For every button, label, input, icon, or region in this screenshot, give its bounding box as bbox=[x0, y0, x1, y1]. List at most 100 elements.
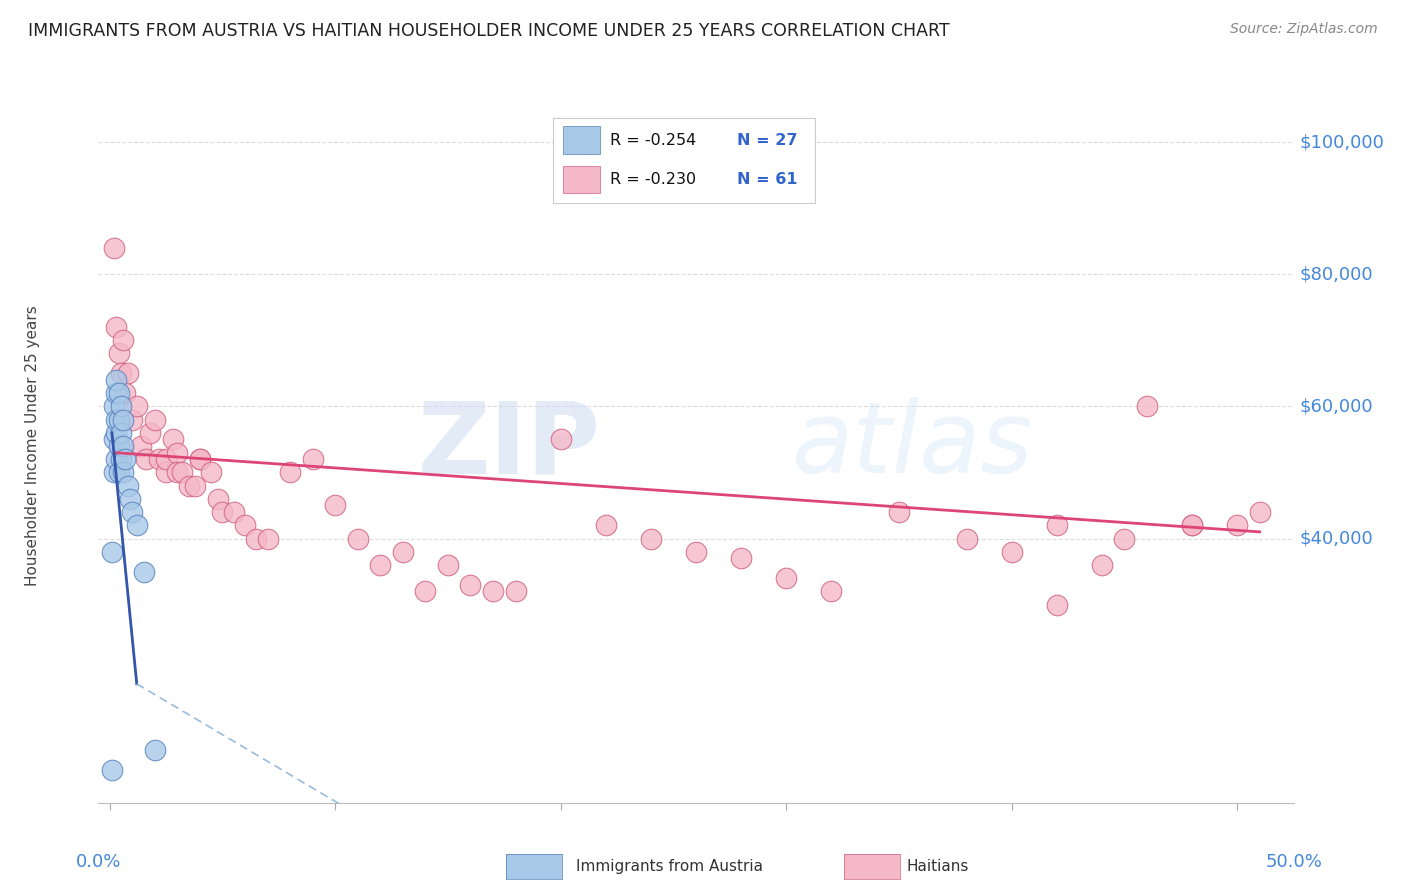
Point bbox=[110, 367, 132, 381]
Point bbox=[188, 452, 211, 467]
Point bbox=[103, 241, 125, 255]
Text: N = 27: N = 27 bbox=[737, 133, 797, 147]
Point bbox=[207, 491, 229, 506]
Point bbox=[200, 466, 222, 480]
Point bbox=[640, 532, 662, 546]
Point bbox=[118, 491, 141, 506]
Point bbox=[1136, 400, 1159, 414]
Point bbox=[346, 532, 368, 546]
Point bbox=[245, 532, 267, 546]
Text: 0.0%: 0.0% bbox=[76, 853, 121, 871]
Text: IMMIGRANTS FROM AUSTRIA VS HAITIAN HOUSEHOLDER INCOME UNDER 25 YEARS CORRELATION: IMMIGRANTS FROM AUSTRIA VS HAITIAN HOUSE… bbox=[28, 22, 949, 40]
Point bbox=[955, 532, 977, 546]
Point bbox=[114, 386, 136, 401]
Point bbox=[117, 367, 139, 381]
Point bbox=[188, 452, 211, 467]
Point bbox=[107, 412, 129, 426]
Point bbox=[105, 320, 128, 334]
Point bbox=[222, 505, 245, 519]
Point bbox=[1046, 518, 1069, 533]
Point bbox=[135, 452, 157, 467]
Point bbox=[685, 545, 707, 559]
Point bbox=[103, 466, 125, 480]
Point bbox=[121, 505, 143, 519]
Point bbox=[184, 478, 207, 492]
Point bbox=[105, 452, 128, 467]
Text: $40,000: $40,000 bbox=[1299, 530, 1374, 548]
Point bbox=[101, 763, 124, 777]
Point bbox=[110, 425, 132, 440]
Text: Haitians: Haitians bbox=[907, 859, 969, 873]
Point bbox=[112, 333, 135, 347]
Point bbox=[107, 439, 129, 453]
Point bbox=[155, 452, 177, 467]
Point bbox=[460, 578, 482, 592]
Point bbox=[143, 412, 166, 426]
Point bbox=[103, 400, 125, 414]
Point bbox=[114, 452, 136, 467]
Point bbox=[1181, 518, 1204, 533]
Point bbox=[505, 584, 527, 599]
Point bbox=[775, 571, 797, 585]
Point bbox=[103, 433, 125, 447]
Point bbox=[415, 584, 437, 599]
Point bbox=[112, 439, 135, 453]
Point bbox=[143, 743, 166, 757]
Point bbox=[101, 545, 124, 559]
Point bbox=[368, 558, 391, 572]
Point bbox=[730, 551, 752, 566]
Point bbox=[125, 518, 148, 533]
Point bbox=[117, 478, 139, 492]
Point bbox=[177, 478, 200, 492]
Point bbox=[121, 412, 143, 426]
Text: atlas: atlas bbox=[792, 398, 1033, 494]
Point bbox=[437, 558, 460, 572]
Point bbox=[139, 425, 162, 440]
Point bbox=[107, 466, 129, 480]
Point bbox=[112, 466, 135, 480]
Point bbox=[105, 425, 128, 440]
Point bbox=[148, 452, 170, 467]
Point bbox=[256, 532, 278, 546]
Text: $80,000: $80,000 bbox=[1299, 265, 1374, 283]
Point bbox=[1181, 518, 1204, 533]
Point bbox=[107, 346, 129, 360]
Point bbox=[323, 499, 346, 513]
Text: Immigrants from Austria: Immigrants from Austria bbox=[576, 859, 763, 873]
Point bbox=[155, 466, 177, 480]
Text: $60,000: $60,000 bbox=[1299, 397, 1374, 416]
Text: R = -0.230: R = -0.230 bbox=[610, 172, 696, 187]
Point bbox=[482, 584, 505, 599]
Point bbox=[110, 400, 132, 414]
Point bbox=[125, 400, 148, 414]
Bar bbox=[562, 127, 600, 153]
Point bbox=[1114, 532, 1136, 546]
Point bbox=[550, 433, 572, 447]
Text: R = -0.254: R = -0.254 bbox=[610, 133, 696, 147]
Point bbox=[162, 433, 184, 447]
Text: $100,000: $100,000 bbox=[1299, 133, 1385, 151]
Point bbox=[1249, 505, 1271, 519]
Bar bbox=[562, 166, 600, 193]
Text: ZIP: ZIP bbox=[418, 398, 600, 494]
Point bbox=[112, 412, 135, 426]
Point bbox=[105, 386, 128, 401]
Point bbox=[278, 466, 301, 480]
Text: Householder Income Under 25 years: Householder Income Under 25 years bbox=[25, 306, 41, 586]
Point bbox=[595, 518, 617, 533]
Point bbox=[132, 565, 155, 579]
Point bbox=[1091, 558, 1114, 572]
Point bbox=[105, 412, 128, 426]
Point bbox=[170, 466, 193, 480]
Point bbox=[1226, 518, 1249, 533]
Point bbox=[820, 584, 842, 599]
Point bbox=[105, 373, 128, 387]
Point bbox=[233, 518, 256, 533]
Point bbox=[166, 445, 188, 459]
Point bbox=[1001, 545, 1024, 559]
Point bbox=[1046, 598, 1069, 612]
Point bbox=[301, 452, 323, 467]
Point bbox=[107, 386, 129, 401]
Point bbox=[392, 545, 415, 559]
Point bbox=[166, 466, 188, 480]
